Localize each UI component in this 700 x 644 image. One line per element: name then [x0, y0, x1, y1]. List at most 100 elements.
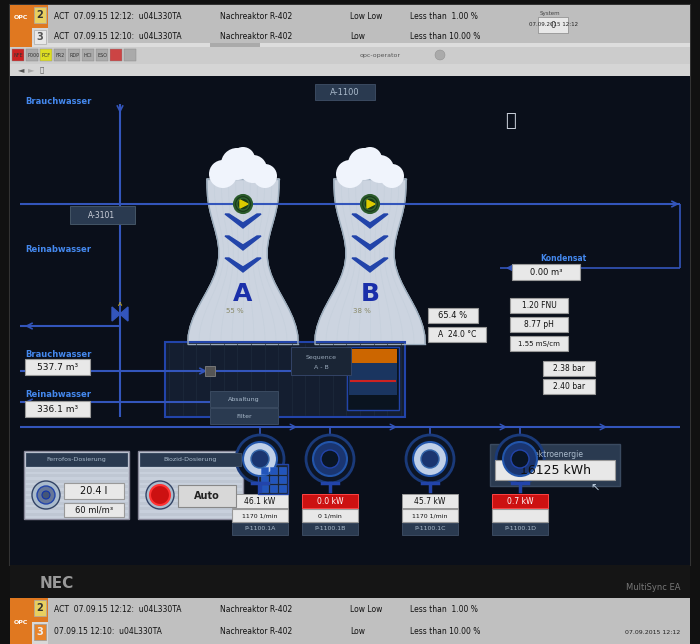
- Text: Brauchwasser: Brauchwasser: [25, 97, 92, 106]
- Bar: [68, 49, 80, 61]
- Bar: [178, 485, 236, 507]
- Text: 1.55 mS/cm: 1.55 mS/cm: [518, 341, 560, 346]
- Bar: [64, 503, 124, 517]
- Bar: [139, 474, 242, 477]
- Polygon shape: [240, 200, 248, 208]
- Text: NEC: NEC: [40, 576, 74, 591]
- Text: ACT  07.09.15 12:12:  u04L330TA: ACT 07.09.15 12:12: u04L330TA: [54, 12, 181, 21]
- Text: P-1100.1B: P-1100.1B: [314, 527, 346, 531]
- Bar: [543, 361, 595, 376]
- Text: ACT  07.09.15 12:10:  u04L330TA: ACT 07.09.15 12:10: u04L330TA: [54, 32, 181, 41]
- Bar: [302, 509, 358, 522]
- Text: Elektroenergie: Elektroenergie: [527, 450, 583, 459]
- Circle shape: [511, 450, 529, 468]
- Bar: [291, 347, 351, 375]
- Text: MultiSync EA: MultiSync EA: [626, 583, 680, 591]
- Bar: [25, 463, 128, 466]
- Bar: [26, 49, 38, 61]
- Bar: [40, 49, 52, 61]
- Text: P-1100.1C: P-1100.1C: [414, 527, 446, 531]
- Bar: [315, 84, 375, 100]
- Text: Low: Low: [350, 627, 365, 636]
- Bar: [210, 391, 278, 407]
- Bar: [25, 513, 128, 515]
- Bar: [510, 317, 568, 332]
- Bar: [10, 5, 690, 47]
- Text: A-1100: A-1100: [330, 88, 360, 97]
- Circle shape: [146, 481, 174, 509]
- Text: Less than  1.00 %: Less than 1.00 %: [410, 605, 478, 614]
- Circle shape: [503, 442, 537, 476]
- Text: 07.09.15 12:10:  u04L330TA: 07.09.15 12:10: u04L330TA: [54, 627, 162, 636]
- Bar: [32, 598, 48, 622]
- Circle shape: [364, 198, 376, 210]
- Text: 0: 0: [550, 21, 556, 30]
- Polygon shape: [367, 200, 375, 208]
- Bar: [25, 507, 128, 510]
- Circle shape: [380, 164, 404, 188]
- Bar: [25, 359, 90, 375]
- Text: Low Low: Low Low: [350, 605, 382, 614]
- Bar: [210, 43, 260, 47]
- Circle shape: [313, 442, 347, 476]
- Text: 🦅: 🦅: [505, 112, 515, 130]
- Circle shape: [251, 450, 269, 468]
- Text: ◄: ◄: [18, 66, 25, 75]
- Bar: [10, 565, 690, 598]
- Circle shape: [32, 481, 60, 509]
- Bar: [25, 496, 128, 499]
- Text: Less than 10.00 %: Less than 10.00 %: [410, 32, 480, 41]
- Text: Low Low: Low Low: [350, 12, 382, 21]
- Bar: [139, 468, 242, 471]
- Text: Filter: Filter: [236, 413, 252, 419]
- Text: P-1100.1D: P-1100.1D: [504, 527, 536, 531]
- Text: Reinabwasser: Reinabwasser: [25, 245, 91, 254]
- Bar: [261, 485, 268, 492]
- Bar: [543, 379, 595, 394]
- Bar: [12, 49, 24, 61]
- Circle shape: [435, 50, 445, 60]
- Text: 20.4 l: 20.4 l: [80, 486, 108, 496]
- Bar: [70, 206, 135, 224]
- Text: Brauchwasser: Brauchwasser: [25, 350, 92, 359]
- Bar: [10, 64, 690, 76]
- Text: OPC: OPC: [14, 620, 28, 625]
- Text: 537.7 m³: 537.7 m³: [37, 363, 78, 372]
- Circle shape: [496, 435, 544, 483]
- Text: 2: 2: [36, 603, 43, 613]
- Text: ACT  07.09.15 12:12:  u04L330TA: ACT 07.09.15 12:12: u04L330TA: [54, 605, 181, 614]
- Circle shape: [253, 164, 277, 188]
- Text: PCF: PCF: [42, 53, 51, 57]
- Bar: [205, 366, 215, 376]
- Bar: [512, 264, 580, 280]
- Circle shape: [221, 148, 253, 180]
- Bar: [96, 49, 108, 61]
- Text: Nachreaktor R-402: Nachreaktor R-402: [220, 605, 293, 614]
- Bar: [10, 598, 690, 644]
- Text: OPC: OPC: [14, 15, 28, 19]
- Text: System: System: [540, 10, 561, 15]
- Bar: [210, 408, 278, 424]
- Bar: [492, 523, 548, 535]
- Bar: [261, 476, 268, 483]
- Bar: [347, 347, 399, 410]
- Polygon shape: [352, 258, 388, 272]
- Polygon shape: [112, 307, 128, 321]
- Bar: [258, 464, 288, 494]
- Text: Absaltung: Absaltung: [228, 397, 260, 401]
- Bar: [302, 494, 358, 508]
- Bar: [139, 496, 242, 499]
- Text: 38 %: 38 %: [353, 308, 371, 314]
- Bar: [270, 476, 277, 483]
- Circle shape: [321, 450, 339, 468]
- Polygon shape: [352, 236, 388, 250]
- Text: RDP: RDP: [70, 53, 80, 57]
- Text: 60 ml/m³: 60 ml/m³: [75, 506, 113, 515]
- Text: Reinabwasser: Reinabwasser: [25, 390, 91, 399]
- Polygon shape: [352, 214, 388, 228]
- Text: 0.00 m³: 0.00 m³: [530, 267, 562, 276]
- Bar: [34, 600, 46, 616]
- Text: Kondensat: Kondensat: [540, 254, 587, 263]
- Bar: [34, 30, 46, 44]
- Bar: [32, 5, 48, 28]
